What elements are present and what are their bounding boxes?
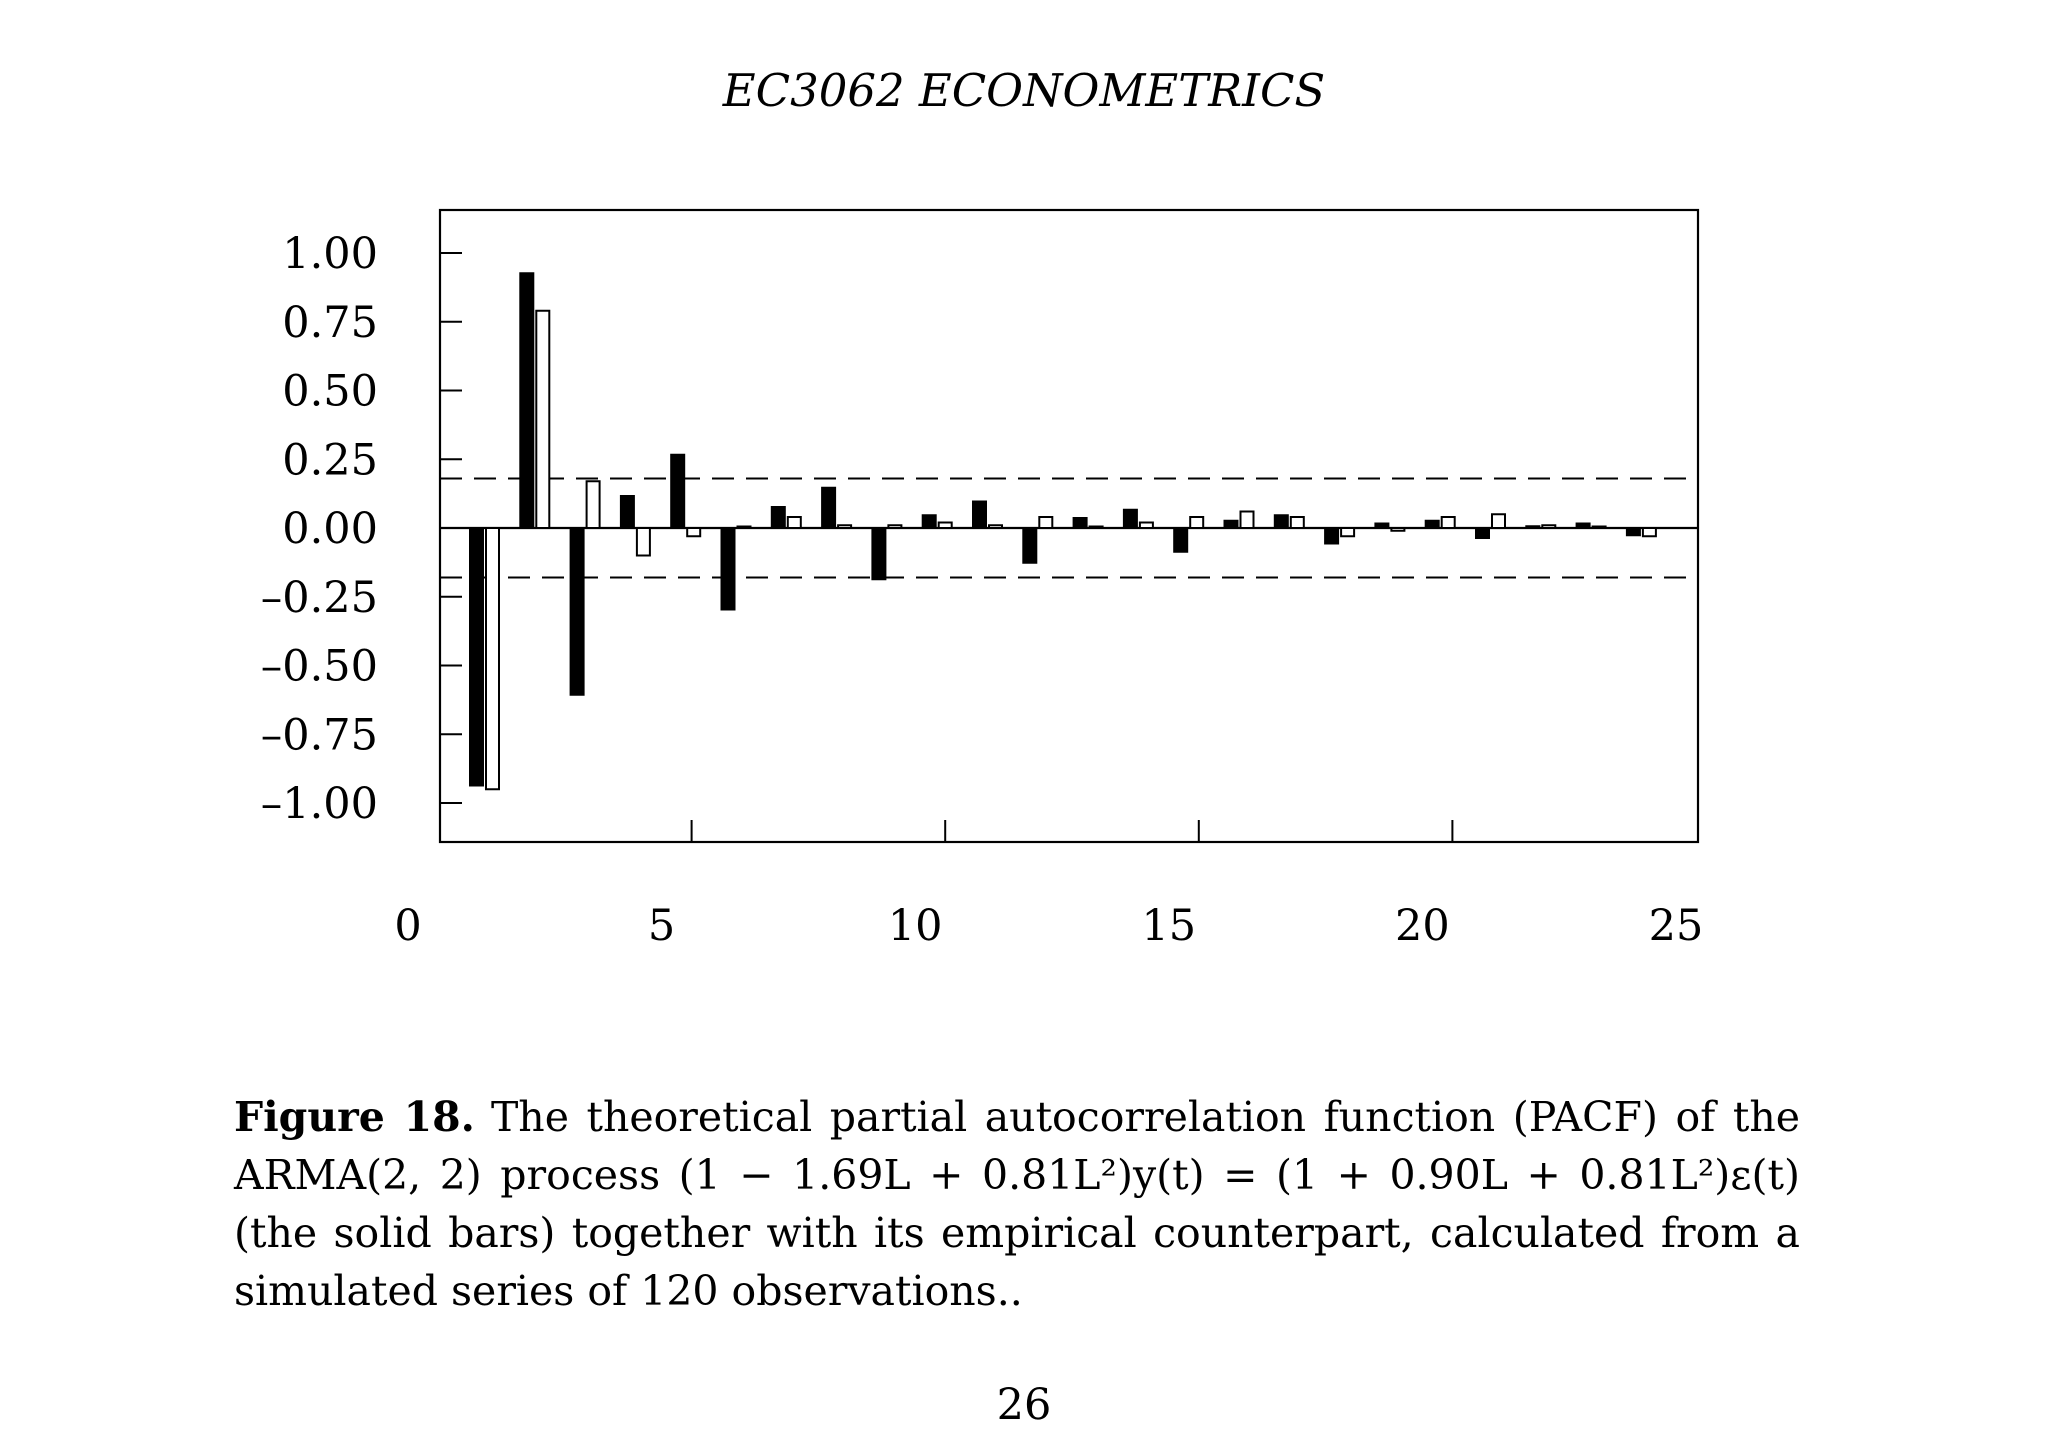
- x-tick-label: 0: [394, 901, 421, 951]
- solid-bar: [1173, 528, 1189, 553]
- solid-bar: [770, 506, 786, 528]
- hollow-bar: [887, 524, 903, 529]
- x-axis: 0 5 10 15 20 25: [394, 820, 1703, 951]
- x-tick-label: 25: [1649, 901, 1704, 951]
- hollow-bar: [686, 527, 702, 538]
- hollow-bar: [988, 524, 1003, 529]
- y-tick-label: –1.00: [261, 779, 378, 829]
- solid-bar: [1072, 517, 1088, 528]
- solid-bar: [519, 272, 535, 528]
- caption-text: The theoretical partial autocorrelation …: [234, 1093, 1800, 1315]
- hollow-bar: [1189, 516, 1205, 529]
- solid-bar: [1374, 522, 1390, 528]
- hollow-bar: [635, 527, 651, 557]
- hollow-bar: [1641, 527, 1657, 538]
- solid-bar: [871, 528, 887, 581]
- y-tick-label: 0.75: [282, 298, 378, 348]
- hollow-bar: [1491, 513, 1506, 529]
- solid-bar: [1122, 508, 1138, 528]
- y-tick-label: 0.00: [282, 504, 378, 554]
- x-tick-label: 5: [648, 901, 675, 951]
- hollow-bar: [736, 525, 752, 529]
- hollow-bar: [786, 516, 802, 529]
- plot-border: [438, 208, 1700, 844]
- solid-bar: [1625, 528, 1641, 537]
- solid-bar: [720, 528, 736, 611]
- running-head: EC3062 ECONOMETRICS: [722, 64, 1326, 117]
- solid-bar: [1525, 525, 1541, 528]
- solid-bar: [972, 500, 987, 528]
- hollow-bar: [1038, 516, 1054, 529]
- solid-bar: [821, 486, 837, 528]
- solid-bar: [619, 495, 635, 528]
- plot-frame: [438, 208, 1700, 844]
- x-tick-label: 10: [888, 901, 943, 951]
- y-tick-label: –0.50: [261, 642, 378, 692]
- figure-caption: Figure 18. The theoretical partial autoco…: [234, 1088, 1800, 1320]
- hollow-bar: [1138, 521, 1154, 529]
- hollow-bar: [1390, 527, 1406, 532]
- hollow-bar: [937, 521, 953, 529]
- y-tick-label: 0.50: [282, 367, 378, 417]
- figure-label: Figure 18.: [234, 1093, 475, 1141]
- hollow-bar: [1289, 516, 1305, 529]
- y-axis: 1.00 0.75 0.50 0.25 0.00 –0.25 –0.50 –0.75 –1.00: [261, 229, 462, 829]
- hollow-bar: [1440, 516, 1456, 529]
- solid-bar: [921, 514, 937, 528]
- x-tick-label: 20: [1395, 901, 1450, 951]
- hollow-bar: [1340, 527, 1356, 538]
- hollow-bar: [1591, 525, 1607, 529]
- solid-bar: [1424, 519, 1440, 528]
- y-tick-label: –0.25: [261, 573, 378, 623]
- solid-bar: [1022, 528, 1038, 564]
- solid-bar: [569, 528, 585, 696]
- hollow-bar: [837, 524, 853, 529]
- solid-bar: [1575, 522, 1591, 528]
- hollow-bar: [535, 309, 551, 529]
- hollow-bar: [1088, 525, 1104, 529]
- y-tick-label: 1.00: [282, 229, 378, 279]
- bars: [469, 272, 1657, 791]
- solid-bar: [469, 528, 484, 787]
- solid-bar: [1223, 519, 1239, 528]
- hollow-bar: [585, 480, 601, 529]
- solid-bar: [1324, 528, 1340, 545]
- hollow-bar: [1541, 524, 1557, 529]
- solid-bar: [1475, 528, 1490, 539]
- solid-bar: [670, 453, 686, 528]
- y-tick-label: 0.25: [282, 435, 378, 485]
- hollow-bar: [1239, 510, 1255, 529]
- y-tick-label: –0.75: [261, 710, 378, 760]
- hollow-bar: [485, 527, 500, 791]
- pacf-chart: 1.00 0.75 0.50 0.25 0.00 –0.25 –0.50 –0.75 –1.00…: [261, 208, 1703, 951]
- solid-bar: [1273, 514, 1289, 528]
- page-number: 26: [996, 1380, 1052, 1430]
- x-tick-label: 15: [1141, 901, 1196, 951]
